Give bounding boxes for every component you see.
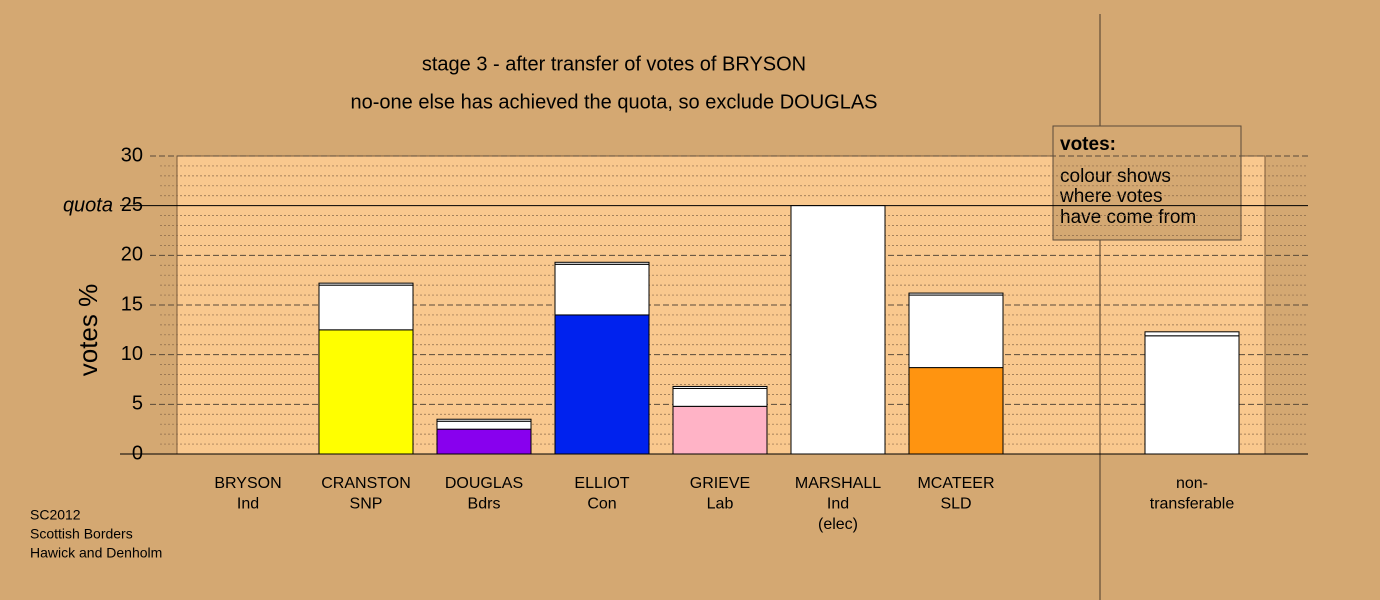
y-tick-label: 20	[121, 244, 143, 266]
x-tick-label: MCATEER	[917, 475, 994, 492]
legend-text: have come from	[1060, 207, 1196, 228]
bar-segment	[554, 261, 650, 265]
bar-segment	[318, 329, 414, 455]
bar-segment	[436, 418, 532, 422]
y-axis-label: votes %	[73, 284, 103, 377]
legend-box	[1052, 125, 1242, 241]
x-tick-label: Bdrs	[468, 496, 501, 513]
bar-segment	[908, 294, 1004, 369]
y-tick-label: 25	[121, 194, 143, 216]
bar-segment	[318, 282, 414, 286]
x-tick-label: MARSHALL	[795, 475, 881, 492]
bar-segment	[672, 405, 768, 455]
bar-segment	[554, 263, 650, 316]
y-tick-label: 5	[132, 393, 143, 415]
legend-text: where votes	[1059, 186, 1162, 207]
bar-segment	[672, 387, 768, 407]
x-tick-label: DOUGLAS	[445, 475, 523, 492]
note: Scottish Borders	[30, 526, 133, 542]
bar-segment	[1144, 331, 1240, 337]
x-tick-label: GRIEVE	[690, 475, 750, 492]
y-tick-label: 0	[132, 442, 143, 464]
note: Hawick and Denholm	[30, 545, 162, 561]
x-tick-label: CRANSTON	[321, 475, 411, 492]
x-tick-label: SNP	[350, 496, 383, 513]
legend-text: colour shows	[1060, 166, 1171, 187]
bar-segment	[908, 292, 1004, 296]
chart-title: stage 3 - after transfer of votes of BRY…	[422, 53, 806, 75]
quota-label: quota	[63, 194, 113, 216]
bar-segment	[790, 205, 886, 455]
bar-segment	[318, 284, 414, 331]
legend-title: votes:	[1060, 134, 1116, 155]
bar-segment	[554, 314, 650, 455]
x-tick-label: (elec)	[818, 516, 858, 533]
note: SC2012	[30, 507, 81, 523]
y-tick-label: 30	[121, 144, 143, 166]
x-tick-label: Ind	[827, 496, 849, 513]
x-tick-label: non-	[1176, 475, 1208, 492]
bar-segment	[908, 367, 1004, 455]
bar-segment	[436, 420, 532, 430]
x-tick-label: transferable	[1150, 496, 1235, 513]
x-tick-label: Lab	[707, 496, 734, 513]
bar-segment	[436, 428, 532, 455]
y-tick-label: 15	[121, 293, 143, 315]
x-tick-label: Con	[587, 496, 616, 513]
bar-segment	[672, 385, 768, 389]
y-tick-label: 10	[121, 343, 143, 365]
x-tick-label: Ind	[237, 496, 259, 513]
bar-segment	[1144, 335, 1240, 455]
x-tick-label: BRYSON	[214, 475, 281, 492]
chart-subtitle: no-one else has achieved the quota, so e…	[351, 91, 878, 113]
x-tick-label: ELLIOT	[574, 475, 629, 492]
legend: votes: colour shows where votes have com…	[1052, 125, 1242, 241]
x-tick-label: SLD	[940, 496, 971, 513]
